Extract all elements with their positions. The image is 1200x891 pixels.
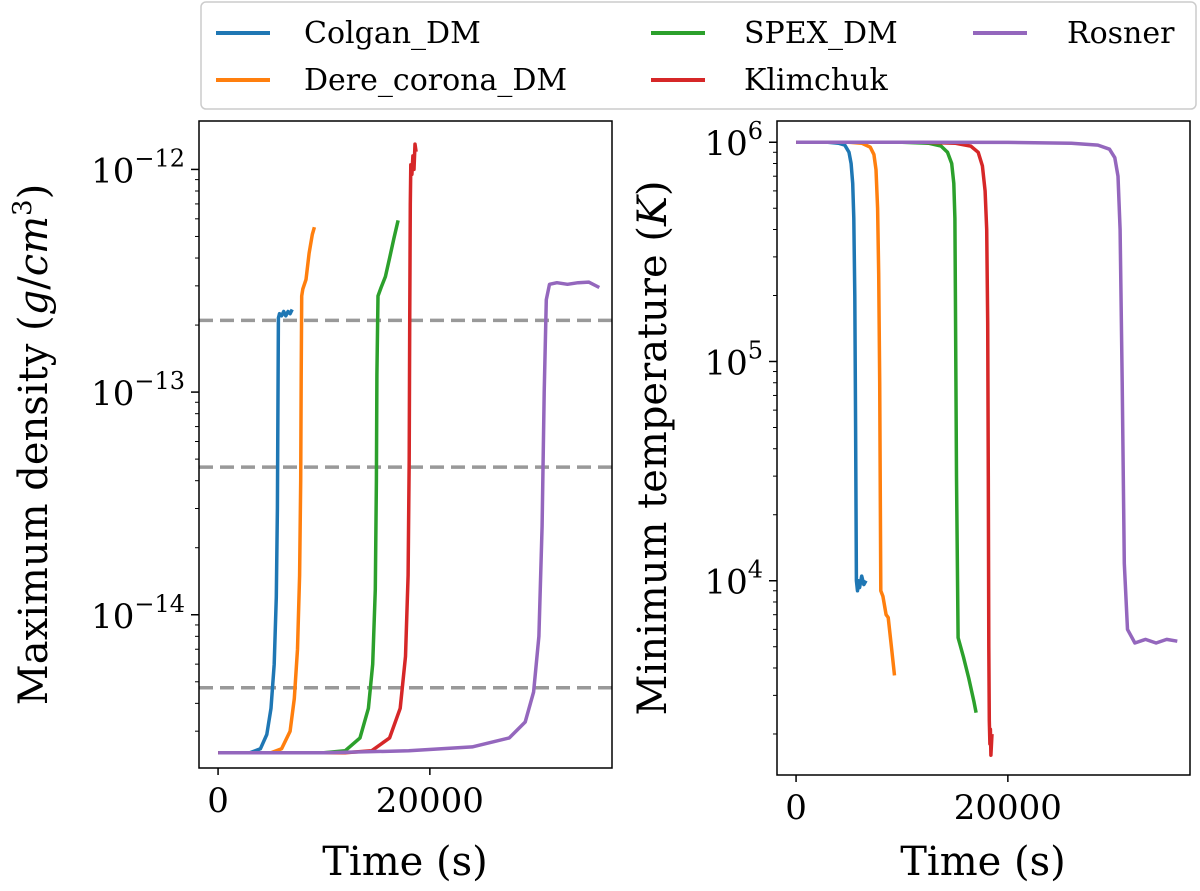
y-tick-label: 105 <box>704 336 763 383</box>
legend-entry-klimchuk: Klimchuk <box>651 63 888 98</box>
x-tick-label: 0 <box>785 788 807 828</box>
legend-entry-dere-corona-dm: Dere_corona_DM <box>216 63 567 98</box>
y-tick-label: 104 <box>704 556 763 603</box>
plot-frame <box>776 120 1191 776</box>
series-line-dere-corona-dm <box>218 226 317 755</box>
x-tick-label: 20000 <box>376 781 484 821</box>
series-line-colgan-dm <box>218 308 294 755</box>
legend-entry-spex-dm: SPEX_DM <box>651 16 898 51</box>
legend-label: Klimchuk <box>744 63 888 98</box>
x-tick-label: 20000 <box>954 788 1062 828</box>
y-axis-label: Maximum density (g/cm3) <box>8 184 57 705</box>
series-line-klimchuk <box>796 140 994 757</box>
legend: Colgan_DM SPEX_DM Rosner Dere_corona_DM … <box>200 1 1197 110</box>
y-tick-label: 10−13 <box>91 367 185 414</box>
y-tick-label: 10−14 <box>91 590 185 637</box>
plot-frame <box>198 120 613 769</box>
legend-label: Rosner <box>1067 16 1175 51</box>
temperature-panel: 0 20000 106 105 104 Time (s) Minimum tempera… <box>630 117 1191 885</box>
series-line-spex-dm <box>218 220 400 755</box>
series-line-rosner <box>218 280 601 755</box>
series-line-spex-dm <box>796 140 978 714</box>
series-line-klimchuk <box>218 142 418 755</box>
legend-entry-rosner: Rosner <box>973 16 1175 51</box>
legend-label: Dere_corona_DM <box>304 63 567 98</box>
y-tick-label: 106 <box>704 117 763 164</box>
series-line-colgan-dm <box>796 140 868 593</box>
axis-ticks: 0 20000 10−12 10−13 10−14 <box>91 144 484 821</box>
legend-label: SPEX_DM <box>744 16 898 51</box>
x-tick-label: 0 <box>207 781 229 821</box>
y-axis-label: Minimum temperature (K) <box>630 180 676 715</box>
y-tick-label: 10−12 <box>91 144 185 191</box>
series-line-rosner <box>796 140 1178 645</box>
x-axis-label: Time (s) <box>322 839 488 885</box>
temperature-series <box>796 140 1178 757</box>
legend-frame <box>200 1 1197 110</box>
legend-entry-colgan-dm: Colgan_DM <box>216 16 481 51</box>
series-line-dere-corona-dm <box>796 140 897 676</box>
legend-label: Colgan_DM <box>304 16 481 51</box>
axis-ticks: 0 20000 106 105 104 <box>704 117 1061 828</box>
x-axis-label: Time (s) <box>900 839 1066 885</box>
density-series <box>218 142 601 755</box>
density-panel: 0 20000 10−12 10−13 10−14 Time (s) Maximum d… <box>8 120 613 885</box>
